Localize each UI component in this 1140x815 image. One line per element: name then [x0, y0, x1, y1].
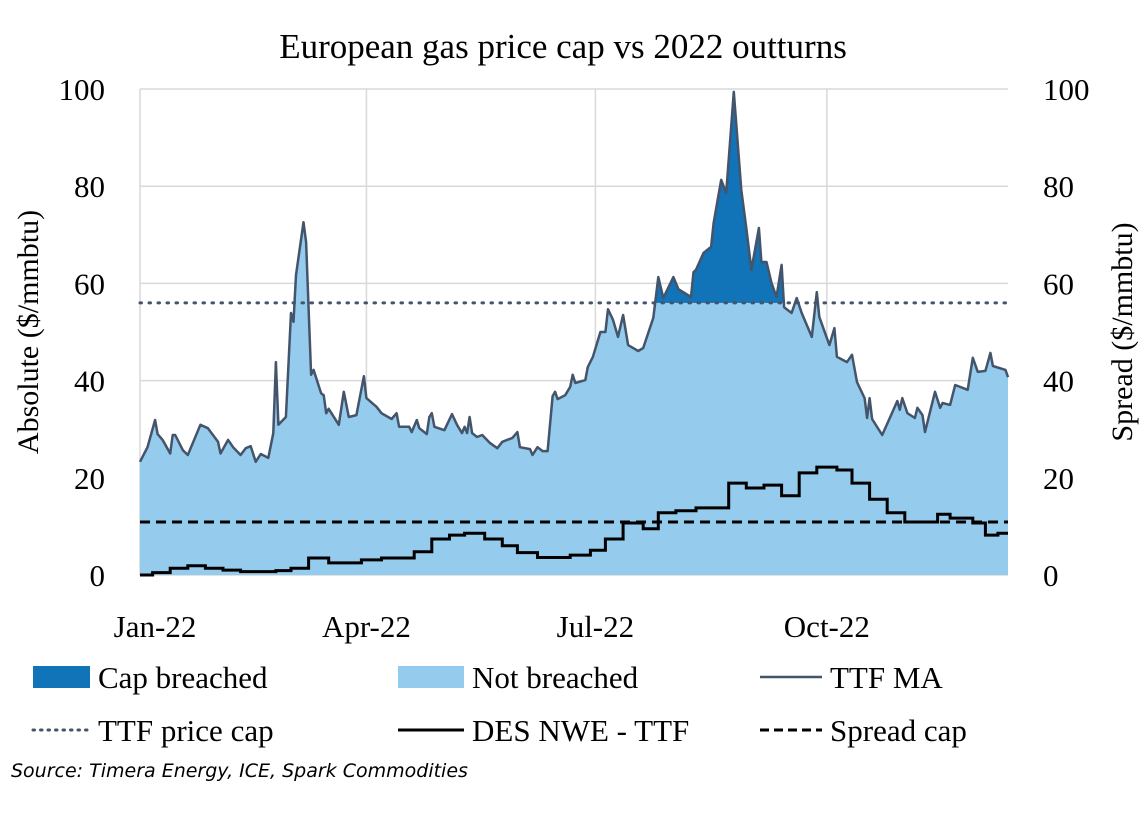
source-note: Source: Timera Energy, ICE, Spark Commod… [11, 760, 468, 782]
y-tick-right: 20 [1043, 461, 1074, 496]
x-tick-label: Jul-22 [557, 609, 635, 644]
x-tick-label: Oct-22 [784, 609, 870, 644]
y-tick-right: 60 [1043, 266, 1074, 301]
y-tick-left: 40 [74, 364, 105, 399]
x-axis-ticks: Jan-22 Apr-22 Jul-22 Oct-22 [114, 609, 870, 644]
legend-item-cap-breached: Cap breached [33, 660, 268, 695]
des-nwe-ttf-spread-line [140, 465, 1008, 577]
legend-label-cap-breached: Cap breached [98, 660, 268, 695]
y-tick-right: 100 [1043, 72, 1090, 107]
y-tick-left: 0 [90, 558, 106, 593]
chart-title: European gas price cap vs 2022 outturns [279, 27, 847, 66]
legend-item-ttf-ma: TTF MA [760, 660, 943, 695]
x-tick-label: Jan-22 [114, 609, 197, 644]
legend: Cap breached Not breached TTF MA TTF pri… [31, 660, 967, 748]
legend-item-ttf-price-cap: TTF price cap [31, 713, 274, 748]
legend-label-ttf-ma: TTF MA [830, 660, 943, 695]
ttf-ma-line [138, 90, 1010, 464]
series-lines [138, 90, 1010, 577]
y-axis-left-ticks: 0 20 40 60 80 100 [59, 72, 106, 593]
y-tick-left: 60 [74, 266, 105, 301]
legend-item-not-breached: Not breached [398, 660, 639, 695]
cap-breached-area [655, 91, 784, 303]
legend-label-ttf-price-cap: TTF price cap [98, 713, 274, 748]
legend-label-spread-cap: Spread cap [830, 713, 967, 748]
y-axis-right-label: Spread ($/mmbtu) [1106, 222, 1139, 441]
y-tick-left: 100 [59, 72, 106, 107]
y-axis-right-ticks: 0 20 40 60 80 100 [1043, 72, 1090, 593]
y-axis-left-label: Absolute ($/mmbtu) [12, 210, 45, 454]
y-tick-right: 0 [1043, 558, 1059, 593]
legend-swatch-not-breached [398, 666, 464, 688]
y-tick-right: 40 [1043, 364, 1074, 399]
legend-item-spread-cap: Spread cap [760, 713, 967, 748]
y-tick-left: 20 [74, 461, 105, 496]
legend-label-not-breached: Not breached [472, 660, 639, 695]
legend-swatch-cap-breached [33, 666, 90, 688]
area-fills [140, 91, 1008, 576]
y-tick-right: 80 [1043, 169, 1074, 204]
x-tick-label: Apr-22 [322, 609, 411, 644]
not-breached-area [140, 91, 1008, 576]
y-tick-left: 80 [74, 169, 105, 204]
legend-item-spread: DES NWE - TTF [398, 713, 689, 748]
legend-label-spread: DES NWE - TTF [472, 713, 689, 748]
